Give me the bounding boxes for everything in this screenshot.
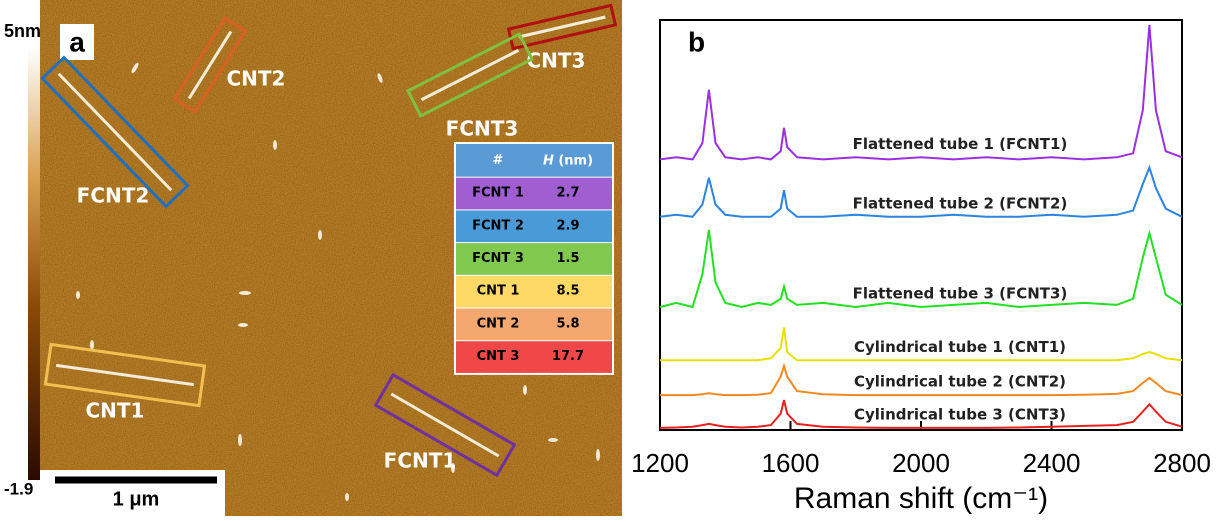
table-cell: 1.5 xyxy=(556,251,579,266)
header-row xyxy=(456,144,612,177)
nanotube xyxy=(55,363,195,387)
tube-label: CNT1 xyxy=(86,399,145,423)
nanotube xyxy=(187,30,233,100)
tube-label: FCNT1 xyxy=(384,449,457,473)
table-row xyxy=(456,308,612,341)
spectrum xyxy=(660,362,1183,397)
spectrum-label: Flattened tube 2 (FCNT2) xyxy=(853,194,1068,212)
table-cell: 17.7 xyxy=(552,349,584,364)
scale-bar-label: 1 μm xyxy=(113,488,160,510)
panel-label: b xyxy=(688,26,705,57)
header-cell: # xyxy=(493,153,504,168)
x-tick-label: 2400 xyxy=(1023,448,1081,478)
colorbar-max: 5nm xyxy=(4,21,41,41)
table-cell: 8.5 xyxy=(556,284,579,299)
table-cell: CNT 1 xyxy=(477,284,520,299)
colorbar-min: -1.9 xyxy=(4,479,33,498)
tube-box xyxy=(172,16,248,114)
label-bg xyxy=(60,24,94,60)
afm-panel: 5nm -1.9 a 1 μm # H (nm) FCNT 1 2.7 FCNT 2 2.… xyxy=(4,0,622,516)
table-cell: FCNT 1 xyxy=(472,186,524,201)
x-tick-label: 2000 xyxy=(892,448,950,478)
spectrum xyxy=(659,164,1183,218)
spectrum xyxy=(660,327,1183,362)
x-tick-label: 2800 xyxy=(1153,448,1211,478)
tube-box xyxy=(373,372,517,478)
table-cell: FCNT 2 xyxy=(472,218,524,233)
table-row xyxy=(456,243,612,275)
tube-label: FCNT3 xyxy=(446,117,519,141)
raman-panel: b Raman shift (cm⁻¹) 1200 1600 2000 2400 280… xyxy=(631,19,1211,515)
table-cell: CNT 2 xyxy=(477,316,520,331)
particles xyxy=(76,62,600,501)
plot-frame xyxy=(659,19,1183,431)
height-table: # H (nm) FCNT 1 2.7 FCNT 2 2.9 FCNT 3 1.5 CNT 1 8… xyxy=(454,142,614,375)
nanotube xyxy=(57,72,173,192)
table-row xyxy=(456,275,612,308)
nanotube xyxy=(518,15,606,39)
table-cell: CNT 3 xyxy=(477,349,520,364)
header-unit: (nm) xyxy=(558,153,593,168)
x-axis-label: Raman shift (cm⁻¹) xyxy=(794,482,1048,515)
nanotube xyxy=(420,48,520,102)
x-tick-label: 1600 xyxy=(762,448,820,478)
table-row xyxy=(456,341,612,373)
tube-box xyxy=(43,342,207,408)
tube-box xyxy=(405,32,535,118)
table-cell: 2.9 xyxy=(556,218,579,233)
spectrum xyxy=(659,229,1183,309)
spectrum xyxy=(659,399,1183,429)
spectrum-label: Cylindrical tube 2 (CNT2) xyxy=(854,373,1066,391)
header-symbol: H xyxy=(543,153,554,168)
tube-label: CNT2 xyxy=(227,67,286,91)
colorbar xyxy=(28,48,40,480)
spectrum-label: Flattened tube 3 (FCNT3) xyxy=(853,285,1068,303)
panel-label: a xyxy=(69,26,85,57)
tube-label: CNT3 xyxy=(527,49,586,73)
table-cell: 2.7 xyxy=(556,186,579,201)
table-row xyxy=(456,210,612,243)
spectrum-label: Cylindrical tube 1 (CNT1) xyxy=(854,338,1066,356)
table-cell: 5.8 xyxy=(556,316,579,331)
tube-label: FCNT2 xyxy=(77,184,150,208)
header-cell: H (nm) xyxy=(543,153,593,168)
table-cell: FCNT 3 xyxy=(472,251,524,266)
tube-box xyxy=(40,55,190,209)
x-tick-label: 1200 xyxy=(631,448,689,478)
spectrum-label: Flattened tube 1 (FCNT1) xyxy=(853,135,1068,153)
table-row xyxy=(456,177,612,210)
spectrum-label: Cylindrical tube 3 (CNT3) xyxy=(854,405,1066,423)
spectrum xyxy=(659,24,1183,161)
nanotube xyxy=(390,392,500,458)
